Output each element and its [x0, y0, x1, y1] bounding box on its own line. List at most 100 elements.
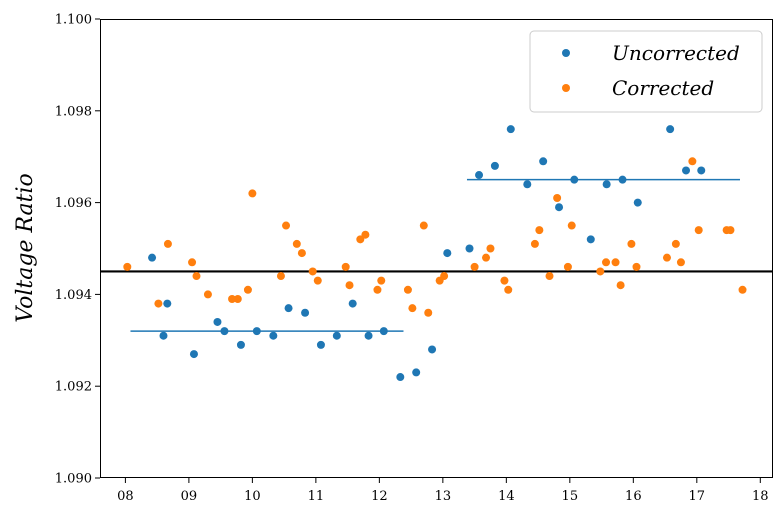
corrected-point	[616, 281, 625, 290]
corrected-point	[248, 189, 257, 198]
x-tick-label: 17	[689, 489, 706, 504]
uncorrected-point	[523, 180, 532, 189]
corrected-point	[535, 226, 544, 235]
corrected-point	[345, 281, 354, 290]
uncorrected-point	[269, 331, 278, 340]
reference-lines	[100, 178, 773, 332]
corrected-point	[662, 253, 671, 262]
y-tick-label: 1.092	[55, 380, 92, 395]
corrected-point	[192, 272, 201, 281]
corrected-point	[228, 294, 237, 303]
corrected-point	[563, 262, 572, 271]
uncorrected-point	[396, 373, 405, 382]
uncorrected-point	[213, 317, 222, 326]
data-points	[123, 125, 747, 382]
corrected-point	[292, 239, 301, 248]
corrected-point	[313, 276, 322, 285]
uncorrected-point	[220, 327, 229, 336]
uncorrected-point	[570, 175, 579, 184]
corrected-point	[688, 157, 697, 166]
uncorrected-point	[602, 180, 611, 189]
corrected-point	[726, 226, 735, 235]
uncorrected-point	[301, 308, 310, 317]
y-tick-label: 1.096	[55, 196, 92, 211]
x-tick-label: 10	[244, 489, 261, 504]
corrected-point	[611, 258, 620, 267]
corrected-point	[377, 276, 386, 285]
uncorrected-point	[159, 331, 168, 340]
corrected-point	[424, 308, 433, 317]
uncorrected-point	[148, 253, 157, 262]
uncorrected-point	[163, 299, 172, 308]
corrected-point	[361, 230, 370, 239]
uncorrected-point	[682, 166, 691, 175]
legend-box	[529, 30, 763, 113]
corrected-point	[567, 221, 576, 230]
corrected-point	[596, 267, 605, 276]
y-axis-label: Voltage Ratio	[13, 173, 38, 323]
corrected-point	[470, 262, 479, 271]
x-tick-label: 14	[498, 489, 515, 504]
x-tick-label: 15	[562, 489, 579, 504]
x-tick-label: 18	[752, 489, 769, 504]
corrected-point	[419, 221, 428, 230]
x-tick-label: 12	[371, 489, 388, 504]
uncorrected-point	[586, 235, 595, 244]
corrected-point	[504, 285, 513, 294]
uncorrected-point	[364, 331, 373, 340]
uncorrected-point	[189, 350, 198, 359]
corrected-point	[553, 194, 562, 203]
uncorrected-point	[443, 249, 452, 258]
x-tick-label: 13	[435, 489, 452, 504]
legend-label-corrected: Corrected	[612, 76, 714, 100]
legend: Uncorrected Corrected	[529, 30, 763, 113]
uncorrected-point	[490, 161, 499, 170]
y-tick-label: 1.094	[55, 288, 92, 303]
corrected-point	[545, 272, 554, 281]
corrected-point	[602, 258, 611, 267]
y-ticks: 1.090 1.092 1.094 1.096 1.098 1.100	[55, 13, 100, 487]
corrected-point	[373, 285, 382, 294]
corrected-point	[500, 276, 509, 285]
corrected-point	[408, 304, 417, 313]
uncorrected-point	[475, 171, 484, 180]
uncorrected-point	[284, 304, 293, 313]
uncorrected-point	[506, 125, 515, 134]
corrected-point	[356, 235, 365, 244]
y-tick-label: 1.100	[55, 13, 92, 28]
x-tick-label: 11	[308, 489, 325, 504]
corrected-point	[676, 258, 685, 267]
uncorrected-point	[236, 340, 245, 349]
uncorrected-point	[412, 368, 421, 377]
uncorrected-point	[465, 244, 474, 253]
corrected-point	[738, 285, 747, 294]
corrected-point	[440, 272, 449, 281]
corrected-point	[530, 239, 539, 248]
corrected-point	[163, 239, 172, 248]
x-tick-label: 16	[625, 489, 642, 504]
corrected-point	[188, 258, 197, 267]
corrected-point	[123, 262, 132, 271]
uncorrected-point	[316, 340, 325, 349]
uncorrected-point	[252, 327, 261, 336]
uncorrected-point	[697, 166, 706, 175]
corrected-point	[154, 299, 163, 308]
corrected-point	[486, 244, 495, 253]
corrected-point	[297, 249, 306, 258]
uncorrected-point	[555, 203, 564, 212]
y-tick-label: 1.098	[55, 104, 92, 119]
uncorrected-point	[539, 157, 548, 166]
corrected-point	[308, 267, 317, 276]
corrected-point	[403, 285, 412, 294]
uncorrected-point	[379, 327, 388, 336]
legend-marker-corrected	[562, 84, 570, 92]
corrected-point	[671, 239, 680, 248]
uncorrected-point	[428, 345, 437, 354]
corrected-point	[694, 226, 703, 235]
uncorrected-point	[332, 331, 341, 340]
corrected-point	[233, 294, 242, 303]
x-tick-label: 09	[181, 489, 198, 504]
corrected-point	[203, 290, 212, 299]
corrected-point	[632, 262, 641, 271]
